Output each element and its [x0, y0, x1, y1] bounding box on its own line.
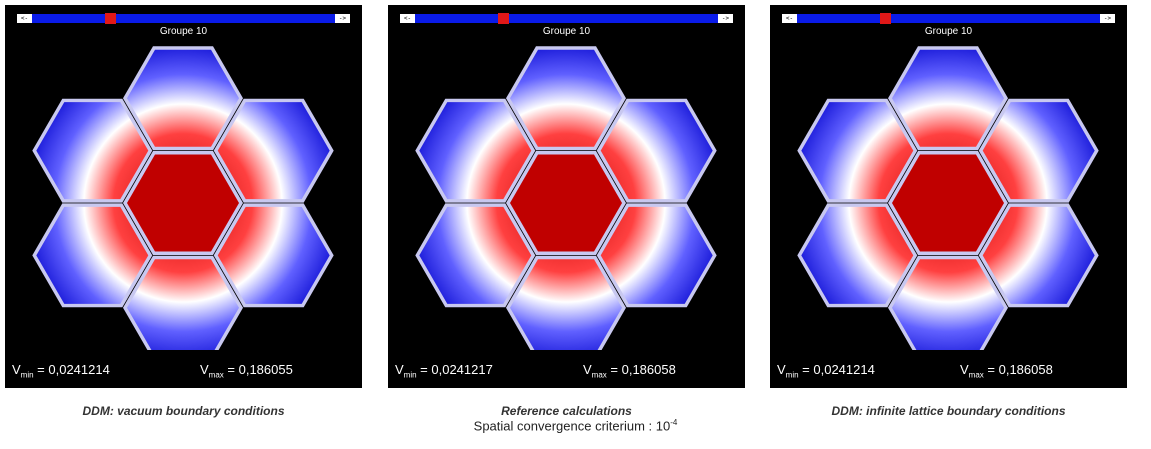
caption-infinite-lattice: DDM: infinite lattice boundary condition…	[770, 404, 1127, 418]
group-scrollbar[interactable]: <- ->	[400, 14, 733, 23]
vmax-subscript: max	[209, 371, 224, 380]
vmax-symbol: V	[200, 362, 209, 377]
vmin-symbol: V	[777, 362, 786, 377]
vmin-value: = 0,0241214	[799, 362, 875, 377]
scroll-right-button[interactable]: ->	[335, 14, 350, 23]
vmin-subscript: min	[786, 371, 799, 380]
vmin-subscript: min	[21, 371, 34, 380]
vmax-value: = 0,186058	[984, 362, 1053, 377]
vmax-symbol: V	[960, 362, 969, 377]
panel-infinite-lattice: <- -> Groupe 10 Vmin = 0,0241214 Vmax = …	[770, 5, 1127, 388]
vmin-value: = 0,0241214	[34, 362, 110, 377]
scroll-left-button[interactable]: <-	[782, 14, 797, 23]
vmin-readout: Vmin = 0,0241217	[395, 362, 493, 380]
core-map	[388, 45, 745, 350]
scroll-right-button[interactable]: ->	[1100, 14, 1115, 23]
convergence-text: Spatial convergence criterium : 10	[474, 418, 671, 433]
group-label: Groupe 10	[388, 26, 745, 37]
core-map	[5, 45, 362, 350]
vmax-readout: Vmax = 0,186058	[960, 362, 1053, 380]
vmax-readout: Vmax = 0,186055	[200, 362, 293, 380]
scroll-thumb[interactable]	[498, 13, 509, 24]
vmax-readout: Vmax = 0,186058	[583, 362, 676, 380]
scroll-thumb[interactable]	[105, 13, 116, 24]
vmin-readout: Vmin = 0,0241214	[12, 362, 110, 380]
convergence-exponent: -4	[670, 418, 677, 427]
vmax-value: = 0,186058	[607, 362, 676, 377]
vmin-symbol: V	[395, 362, 404, 377]
vmin-symbol: V	[12, 362, 21, 377]
vmin-readout: Vmin = 0,0241214	[777, 362, 875, 380]
scroll-thumb[interactable]	[880, 13, 891, 24]
group-scrollbar[interactable]: <- ->	[17, 14, 350, 23]
panel-reference: <- -> Groupe 10 Vmin = 0,0241217 Vmax = …	[388, 5, 745, 388]
panel-vacuum: <- -> Groupe 10 Vmin = 0,0241214 Vmax = …	[5, 5, 362, 388]
group-label: Groupe 10	[5, 26, 362, 37]
scroll-left-button[interactable]: <-	[17, 14, 32, 23]
vmax-subscript: max	[592, 371, 607, 380]
convergence-criterium: Spatial convergence criterium : 10-4	[0, 418, 1151, 433]
vmin-value: = 0,0241217	[417, 362, 493, 377]
vmax-subscript: max	[969, 371, 984, 380]
core-map	[770, 45, 1127, 350]
caption-vacuum: DDM: vacuum boundary conditions	[5, 404, 362, 418]
caption-reference: Reference calculations	[388, 404, 745, 418]
scroll-right-button[interactable]: ->	[718, 14, 733, 23]
scroll-left-button[interactable]: <-	[400, 14, 415, 23]
vmax-value: = 0,186055	[224, 362, 293, 377]
group-scrollbar[interactable]: <- ->	[782, 14, 1115, 23]
vmax-symbol: V	[583, 362, 592, 377]
group-label: Groupe 10	[770, 26, 1127, 37]
vmin-subscript: min	[404, 371, 417, 380]
